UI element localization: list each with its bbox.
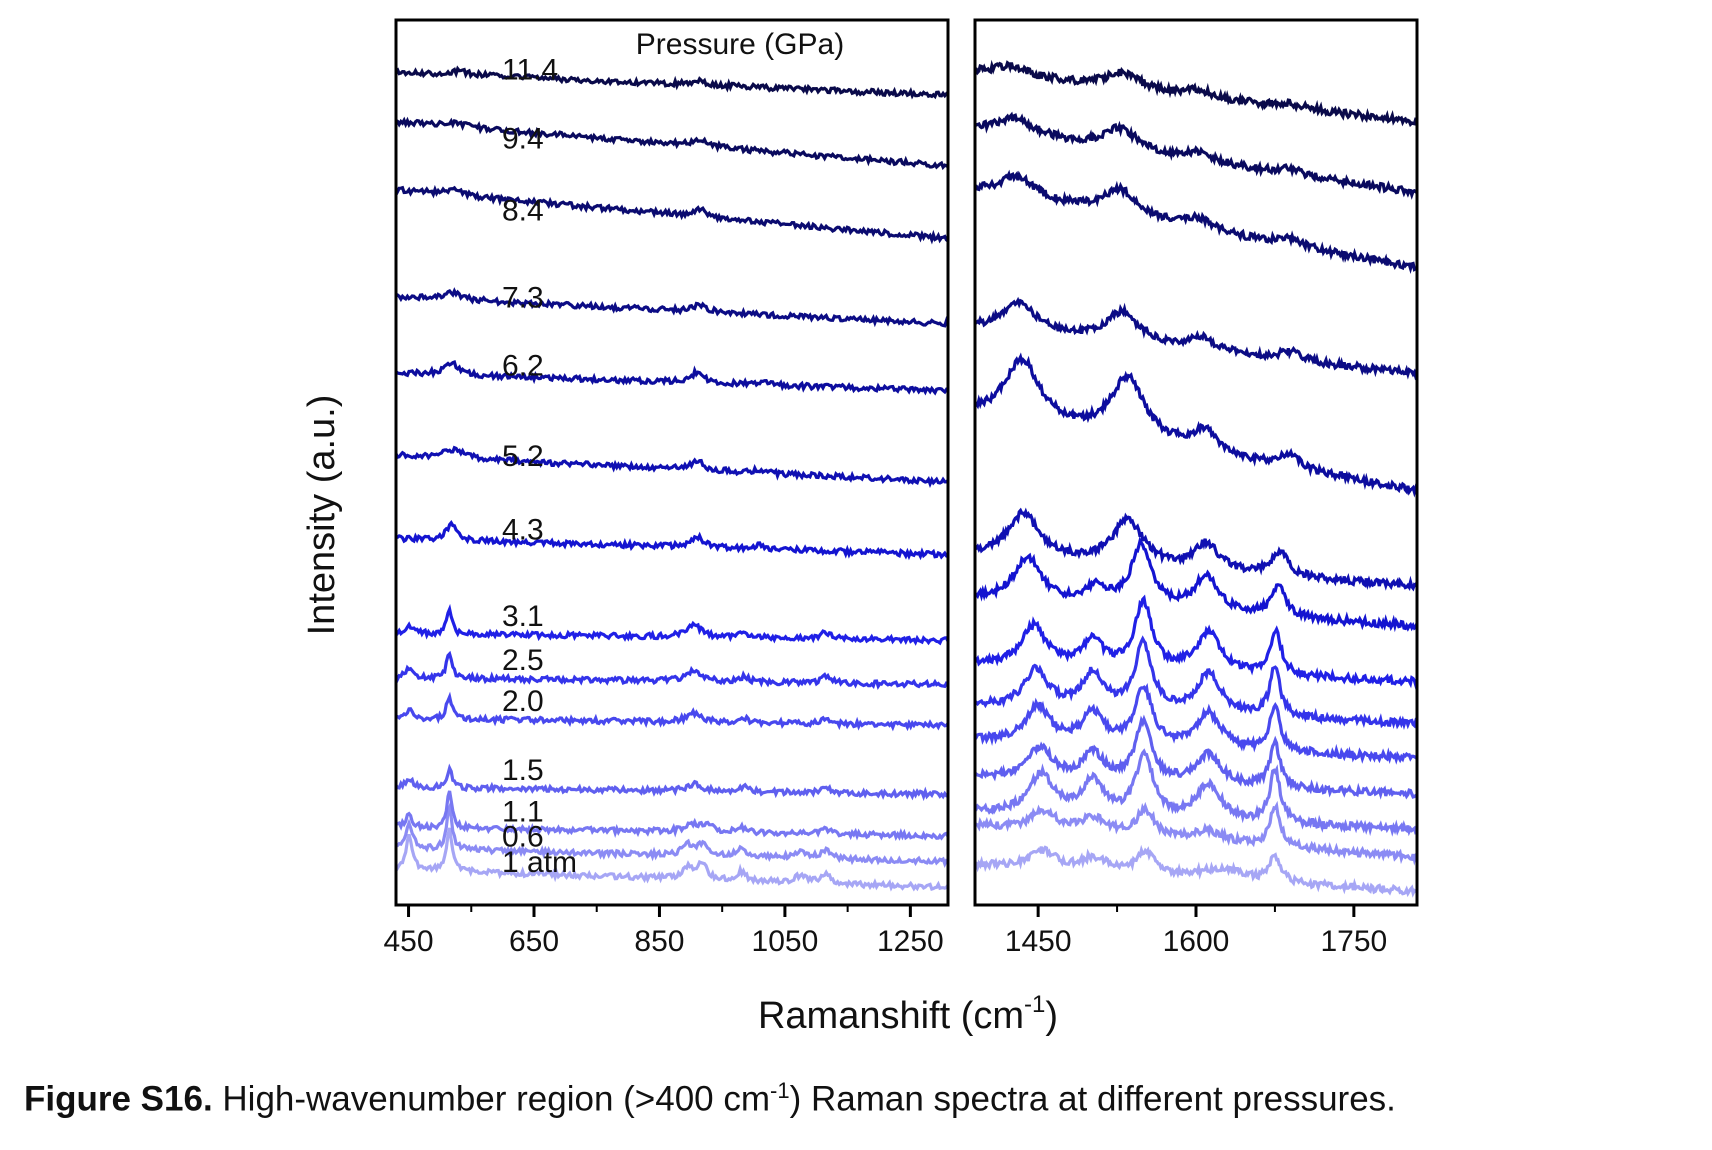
left-trace <box>394 763 949 802</box>
left-trace <box>394 184 950 245</box>
left-panel-traces <box>394 65 950 892</box>
caption-text-end: ) Raman spectra at different pressures. <box>789 1079 1396 1119</box>
left-x-ticks: 450 650 850 1050 1250 <box>384 905 944 958</box>
left-trace <box>395 691 950 732</box>
series-label: 2.0 <box>502 685 544 718</box>
left-trace <box>395 520 949 561</box>
series-label: 8.4 <box>502 195 544 228</box>
series-label: 1.1 <box>502 795 544 828</box>
right-trace <box>974 169 1418 274</box>
series-label: 1.5 <box>502 754 544 787</box>
right-trace <box>974 594 1419 691</box>
x-tick-label: 450 <box>384 925 434 958</box>
right-trace <box>974 296 1419 381</box>
figure-caption: Figure S16. High-wavenumber region (>400… <box>24 1078 1704 1120</box>
left-panel-frame <box>394 18 950 907</box>
x-tick-label: 1750 <box>1320 925 1387 958</box>
right-trace <box>974 748 1418 837</box>
series-label: 0.6 <box>502 821 544 854</box>
x-tick-label: 1600 <box>1163 925 1230 958</box>
left-trace <box>395 287 950 328</box>
right-trace <box>974 536 1419 633</box>
series-label: 2.5 <box>502 644 544 677</box>
x-tick-label: 1450 <box>1005 925 1072 958</box>
x-axis-title-close: ) <box>1045 995 1058 1037</box>
series-label: 9.4 <box>502 123 544 156</box>
right-trace <box>974 714 1418 800</box>
y-axis-title: Intensity (a.u.) <box>301 395 343 636</box>
x-axis-title: Ramanshift (cm-1) <box>758 991 1058 1037</box>
left-trace <box>395 790 950 841</box>
right-trace <box>973 800 1418 866</box>
series-label: 1 atm <box>502 846 577 879</box>
right-trace <box>974 682 1419 765</box>
left-trace <box>394 445 950 488</box>
series-label: 7.3 <box>502 281 544 314</box>
right-trace <box>974 111 1418 200</box>
series-label: 3.1 <box>502 600 544 633</box>
left-trace <box>394 827 950 892</box>
right-x-ticks: 1450 1600 1750 <box>1005 905 1387 958</box>
left-trace <box>395 801 949 868</box>
right-panel-traces <box>973 59 1419 898</box>
right-trace <box>974 59 1418 128</box>
caption-text: High-wavenumber region (>400 cm <box>212 1079 771 1119</box>
series-label: 5.2 <box>502 440 544 473</box>
left-trace <box>395 65 950 100</box>
left-trace <box>394 359 949 396</box>
x-axis-title-main: Ramanshift (cm <box>758 995 1024 1037</box>
x-tick-label: 1050 <box>752 925 819 958</box>
series-label: 6.2 <box>502 349 544 382</box>
x-tick-label: 650 <box>509 925 559 958</box>
x-tick-label: 1250 <box>877 925 944 958</box>
right-trace <box>974 352 1419 498</box>
series-label: 4.3 <box>502 513 544 546</box>
right-trace <box>974 635 1419 730</box>
caption-sup: -1 <box>770 1078 790 1103</box>
left-trace <box>395 116 949 171</box>
right-trace <box>973 844 1419 898</box>
left-trace <box>394 650 949 691</box>
series-label: 11.4 <box>502 53 558 86</box>
caption-label: Figure S16. <box>24 1079 213 1119</box>
x-axis-title-sup: -1 <box>1024 991 1045 1018</box>
right-trace <box>974 507 1419 592</box>
left-trace <box>394 603 950 646</box>
legend-title: Pressure (GPa) <box>636 28 844 61</box>
x-tick-label: 850 <box>634 925 684 958</box>
